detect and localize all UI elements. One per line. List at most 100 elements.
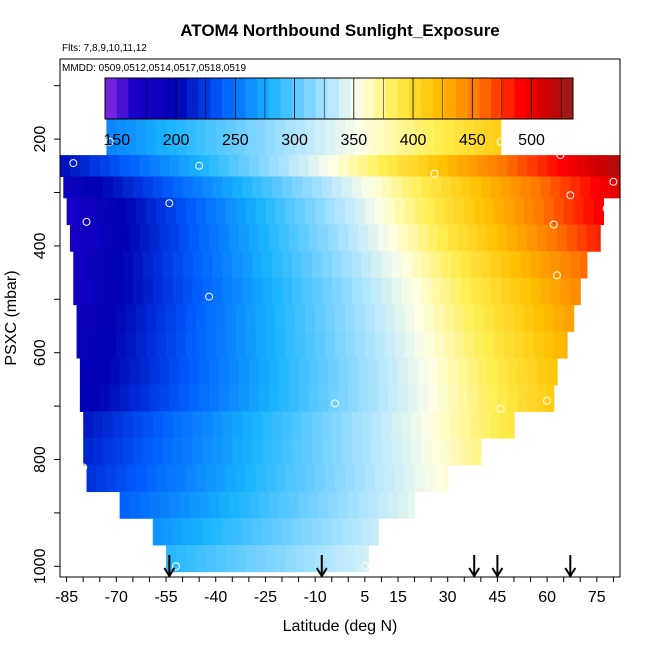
heatmap-cell: [228, 384, 240, 412]
heatmap-cell: [308, 155, 320, 177]
heatmap-cell: [162, 518, 174, 546]
colorbar-segment: [549, 78, 562, 119]
heatmap-cell: [464, 331, 475, 359]
heatmap-cell: [219, 358, 230, 386]
heatmap-cell: [500, 277, 512, 306]
heatmap-cell: [262, 176, 273, 199]
heatmap-cell: [540, 176, 552, 199]
heatmap-cell: [152, 438, 164, 466]
heatmap-cell: [288, 155, 300, 177]
heatmap-cell: [245, 304, 257, 332]
heatmap-cell: [215, 197, 227, 226]
heatmap-cell: [192, 518, 204, 546]
heatmap-cell: [361, 518, 373, 546]
colorbar-tick-label: 500: [518, 132, 545, 149]
y-tick-label: 800: [32, 446, 49, 473]
x-tick-label: 75: [588, 589, 606, 606]
heatmap-cell: [460, 277, 472, 306]
heatmap-cell: [315, 464, 326, 493]
colorbar-segment: [444, 78, 457, 119]
heatmap-cell: [580, 176, 591, 199]
heatmap-cell: [311, 518, 323, 546]
heatmap-cell: [464, 117, 475, 156]
heatmap-cell: [189, 358, 200, 386]
heatmap-cell: [185, 197, 197, 226]
heatmap-cell: [305, 304, 316, 332]
heatmap-cell: [381, 176, 392, 199]
heatmap-cell: [424, 464, 436, 493]
heatmap-cell: [235, 304, 247, 332]
heatmap-cell: [378, 384, 389, 412]
heatmap-cell: [245, 117, 257, 156]
heatmap-cell: [126, 304, 137, 332]
heatmap-cell: [182, 518, 194, 546]
heatmap-cell: [454, 117, 465, 156]
heatmap-cell: [411, 277, 422, 306]
heatmap-cell: [252, 438, 263, 466]
heatmap-cell: [179, 155, 190, 177]
heatmap-cell: [248, 491, 260, 519]
heatmap-cell: [89, 384, 101, 412]
dates-subtitle: MMDD: 0509,0512,0514,0517,0518,0519: [62, 63, 246, 74]
heatmap-cell: [364, 464, 376, 493]
heatmap-cell: [460, 176, 472, 199]
heatmap-cell: [262, 438, 273, 466]
heatmap-cell: [388, 358, 399, 386]
heatmap-cell: [520, 251, 532, 279]
heatmap-cell: [394, 197, 406, 226]
heatmap-cell: [444, 117, 455, 156]
heatmap-cell: [513, 331, 525, 359]
heatmap-cell: [291, 438, 303, 466]
heatmap-cell: [103, 176, 114, 199]
heatmap-cell: [238, 224, 250, 252]
heatmap-cell: [195, 464, 207, 493]
heatmap-cell: [335, 197, 346, 226]
heatmap-cell: [242, 251, 253, 279]
heatmap-cell: [431, 251, 442, 279]
heatmap-cell: [553, 331, 565, 359]
heatmap-cell: [282, 277, 293, 306]
heatmap-cell: [291, 251, 303, 279]
heatmap-cell: [272, 176, 283, 199]
heatmap-cell: [245, 331, 257, 359]
heatmap-cell: [275, 197, 286, 226]
heatmap-cell: [142, 251, 154, 279]
heatmap-cell: [487, 358, 498, 386]
heatmap-cell: [537, 358, 548, 386]
heatmap-cell: [484, 117, 495, 156]
heatmap-cell: [474, 197, 485, 226]
heatmap-cell: [282, 251, 293, 279]
heatmap-cell: [159, 224, 170, 252]
heatmap-cell: [272, 411, 283, 439]
heatmap-cell: [136, 197, 147, 226]
heatmap-cell: [156, 304, 167, 332]
heatmap-cell: [520, 277, 532, 306]
heatmap-cell: [351, 251, 363, 279]
heatmap-cell: [394, 464, 406, 493]
x-tick-label: 45: [488, 589, 506, 606]
heatmap-cell: [225, 117, 237, 156]
colorbar-segment: [116, 78, 129, 119]
heatmap-cell: [394, 304, 406, 332]
heatmap-cell: [331, 277, 343, 306]
heatmap-cell: [421, 251, 432, 279]
heatmap-cell: [368, 224, 379, 252]
heatmap-cell: [325, 464, 336, 493]
heatmap-cell: [427, 224, 439, 252]
heatmap-cell: [215, 304, 227, 332]
heatmap-cell: [291, 518, 303, 546]
heatmap-cell: [301, 277, 313, 306]
heatmap-cell: [152, 411, 164, 439]
heatmap-cell: [371, 277, 383, 306]
heatmap-cell: [142, 277, 154, 306]
heatmap-cell: [79, 155, 91, 177]
heatmap-cell: [285, 544, 296, 573]
heatmap-cell: [351, 438, 363, 466]
heatmap-cell: [457, 224, 469, 252]
heatmap-cell: [477, 384, 489, 412]
heatmap-cell: [348, 491, 359, 519]
colorbar-segment: [350, 78, 363, 119]
heatmap-cell: [156, 464, 167, 493]
heatmap-cell: [129, 358, 141, 386]
colorbar: [104, 77, 574, 120]
